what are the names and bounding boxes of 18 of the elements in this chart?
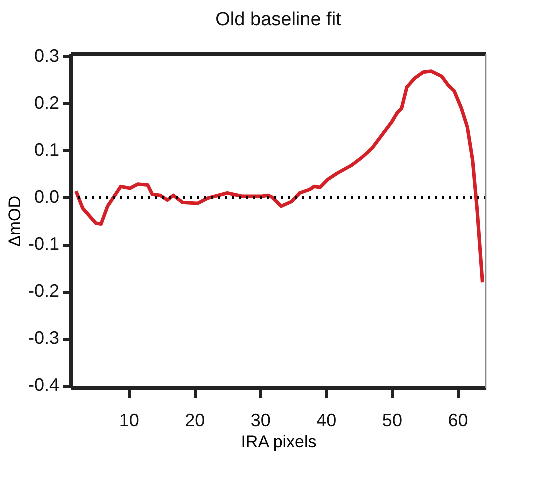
y-tick-label: -0.4	[28, 375, 60, 396]
y-tick-label: 0.0	[34, 186, 60, 207]
x-axis-title: IRA pixels	[241, 432, 317, 452]
y-tick-label: -0.3	[28, 328, 60, 348]
x-tick-label: 10	[119, 410, 140, 430]
y-tick-label: -0.1	[28, 234, 60, 254]
line-series	[74, 70, 484, 284]
y-axis-title: ΔmOD	[5, 196, 24, 248]
x-tick-label: 20	[185, 410, 206, 430]
y-tick-label: 0.3	[34, 46, 60, 66]
chart-title: Old baseline fit	[216, 9, 342, 30]
x-tick-label: 40	[316, 410, 337, 430]
x-tick-label: 30	[250, 410, 271, 430]
y-tick-label: -0.2	[28, 281, 60, 302]
x-tick-label: 60	[448, 410, 468, 430]
x-tick-label: 50	[382, 410, 402, 430]
y-tick-label: 0.2	[34, 92, 60, 113]
y-tick-label: 0.1	[34, 140, 60, 160]
